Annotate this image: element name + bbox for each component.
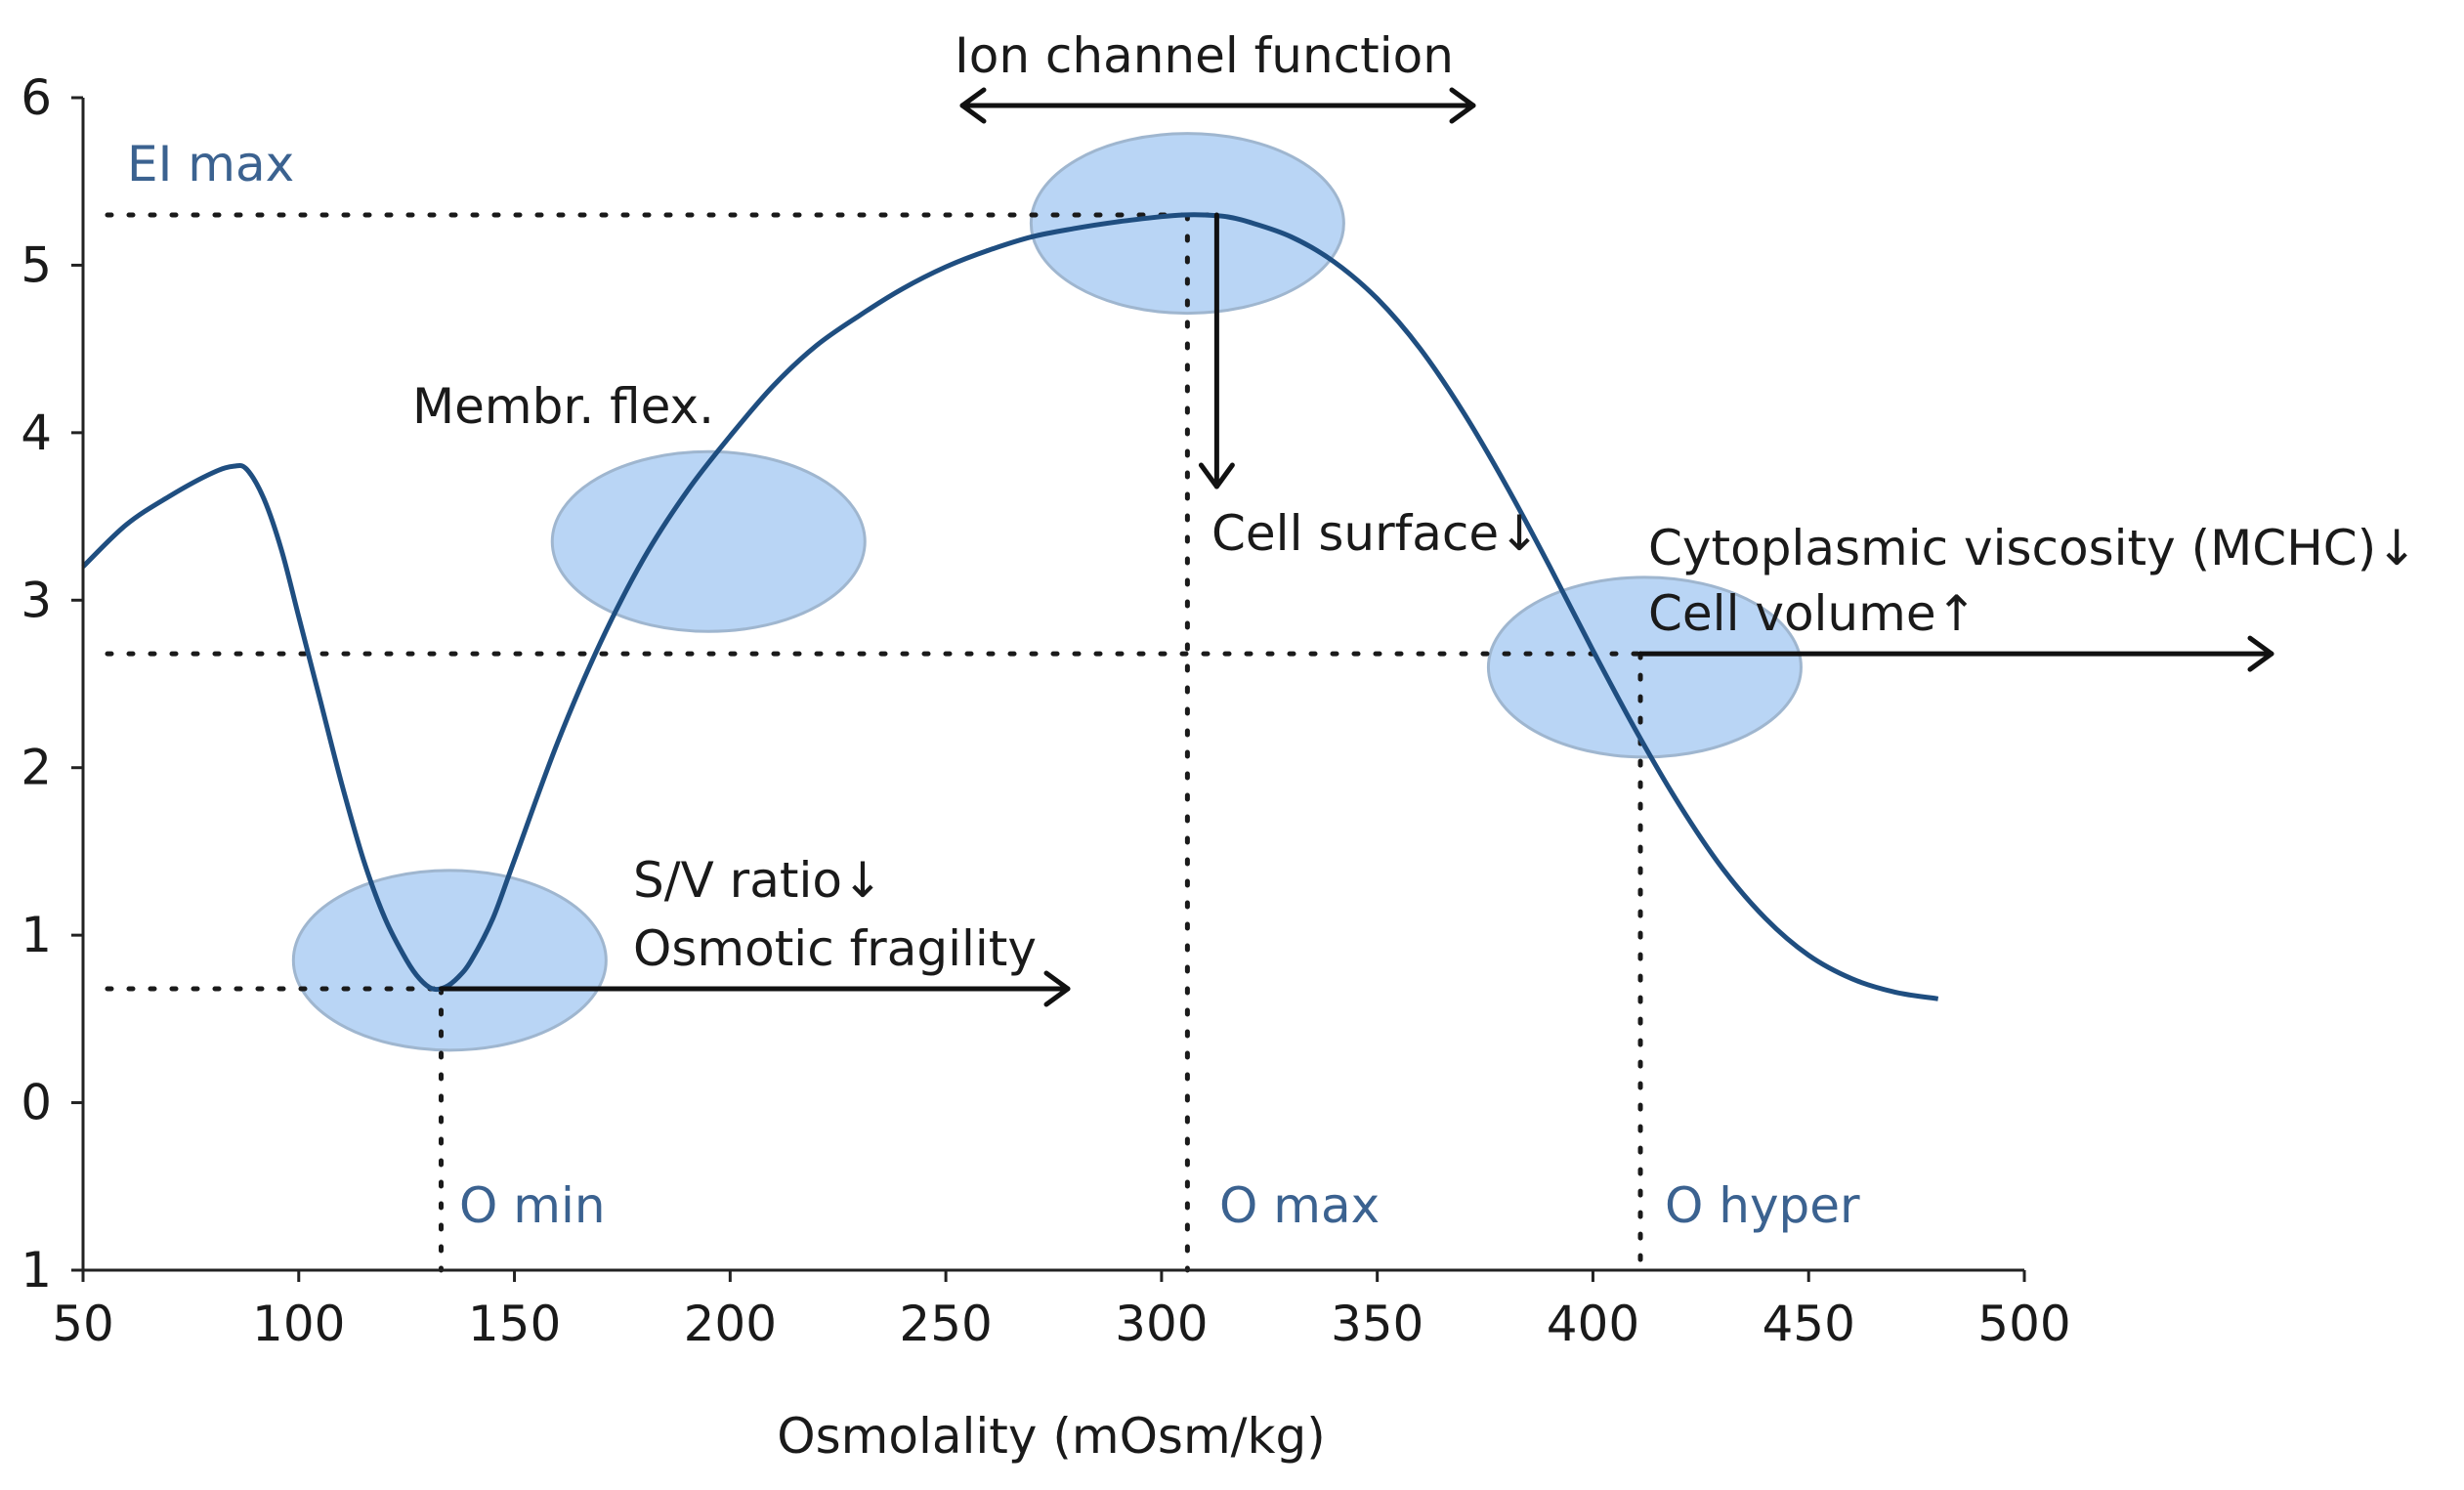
membrane-flex-label: Membr. flex. (412, 378, 714, 435)
ei-max-label: EI max (127, 136, 294, 192)
y-tick-label: 1 (21, 1242, 52, 1298)
cell-volume-label: Cell volume↑ (1648, 585, 1976, 642)
y-tick-label: 3 (21, 572, 52, 628)
x-tick-label: 100 (252, 1296, 345, 1352)
y-tick-label: 5 (21, 236, 52, 293)
x-tick-label: 150 (468, 1296, 561, 1352)
highlight-ellipse-2 (550, 449, 867, 633)
y-tick-label: 4 (21, 404, 52, 461)
y-tick-label: 2 (21, 740, 52, 796)
o-min-arrow-head (1043, 970, 1071, 1007)
ion-channel-arrow-head-right (1449, 87, 1476, 124)
x-tick-label: 400 (1547, 1296, 1639, 1352)
elongation-curve (81, 212, 1939, 1001)
o-min-label: O min (459, 1177, 606, 1234)
ion-channel-arrow-head-left (959, 87, 987, 124)
y-tick-label: 6 (21, 69, 52, 126)
ion-channel-label: Ion channel function (955, 27, 1454, 84)
x-tick-label: 350 (1331, 1296, 1423, 1352)
cell-surface-arrow-head (1198, 462, 1235, 490)
o-hyper-arrow-head (2247, 635, 2274, 672)
o-hyper-label: O hyper (1665, 1177, 1860, 1234)
sv-ratio-label: S/V ratio↓ (633, 852, 883, 909)
x-tick-label: 300 (1115, 1296, 1208, 1352)
guides-layer (105, 212, 1643, 1273)
x-tick-label: 50 (52, 1296, 114, 1352)
x-tick-label: 200 (684, 1296, 777, 1352)
ellipses-layer (291, 132, 1803, 1052)
y-tick-label: 1 (21, 907, 52, 963)
cytoplasmic-viscosity-label: Cytoplasmic viscosity (MCHC)↓ (1648, 520, 2417, 576)
axes-layer (81, 98, 2024, 1272)
y-tick-label: 0 (21, 1075, 52, 1131)
x-tick-label: 500 (1977, 1296, 2070, 1352)
x-tick-label: 250 (899, 1296, 992, 1352)
highlight-ellipse-4 (1486, 575, 1803, 759)
cell-surface-label: Cell surface↓ (1211, 505, 1540, 562)
x-axis-title: Osmolality (mOsm/kg) (777, 1408, 1325, 1465)
arrows-layer (438, 87, 2274, 1007)
highlight-ellipse-3 (1029, 132, 1345, 316)
osmotic-fragility-label: Osmotic fragility (633, 920, 1037, 977)
x-tick-label: 450 (1763, 1296, 1855, 1352)
o-max-label: O max (1219, 1177, 1380, 1234)
highlight-ellipse-1 (291, 869, 608, 1052)
